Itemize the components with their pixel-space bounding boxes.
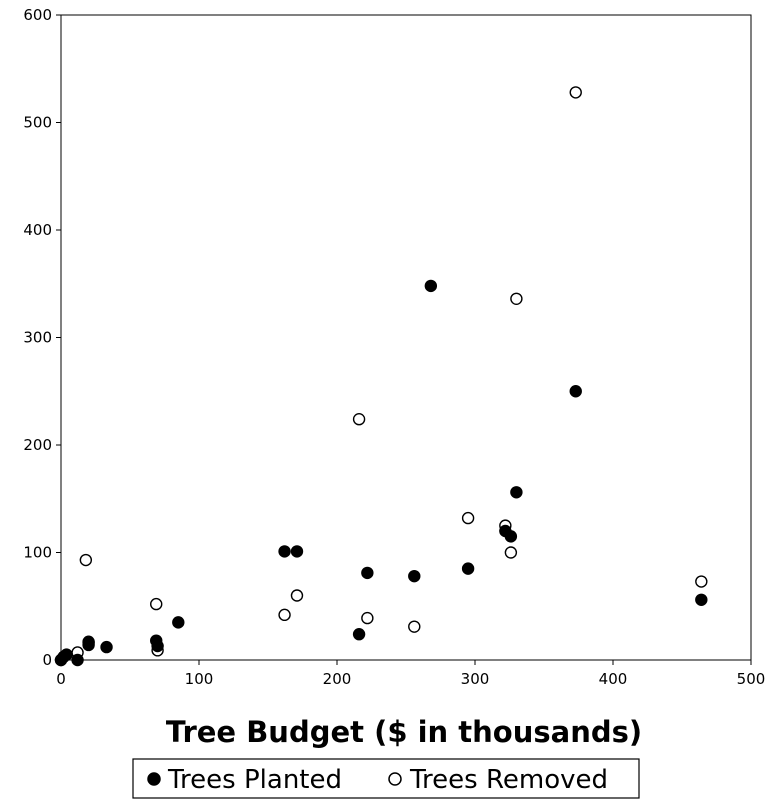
- plot-area: [60, 14, 752, 661]
- point-trees-removed: [510, 292, 523, 305]
- x-tick-label: 200: [323, 670, 352, 688]
- y-tick-label: 600: [23, 6, 52, 24]
- point-trees-planted: [461, 562, 475, 575]
- y-tick-label: 200: [23, 436, 52, 454]
- point-trees-planted: [151, 639, 164, 653]
- point-trees-planted: [569, 385, 582, 398]
- legend-label-trees-removed: Trees Removed: [409, 765, 608, 795]
- point-trees-planted: [510, 486, 523, 499]
- point-trees-planted: [695, 593, 708, 606]
- point-trees-planted: [100, 640, 113, 654]
- point-trees-removed: [79, 553, 93, 567]
- x-axis-ticks: 0 100 200 300 400 500: [56, 660, 765, 688]
- point-trees-removed: [352, 413, 366, 426]
- point-trees-removed: [278, 608, 291, 622]
- point-trees-removed: [695, 575, 708, 588]
- point-trees-removed: [290, 589, 304, 602]
- point-trees-planted: [504, 530, 518, 543]
- legend-label-trees-planted: Trees Planted: [167, 765, 342, 795]
- y-tick-label: 100: [23, 544, 52, 562]
- point-trees-planted: [60, 648, 73, 661]
- y-tick-label: 500: [23, 114, 52, 132]
- point-trees-planted: [82, 636, 95, 649]
- point-trees-removed: [569, 86, 582, 99]
- point-trees-planted: [424, 279, 438, 293]
- x-tick-label: 500: [737, 670, 766, 688]
- point-trees-planted: [361, 566, 374, 580]
- x-tick-label: 300: [461, 670, 490, 688]
- point-trees-planted: [290, 545, 304, 558]
- point-trees-removed: [408, 620, 421, 633]
- legend-marker-trees-planted: [147, 772, 161, 786]
- point-trees-planted: [408, 569, 421, 583]
- legend-box: [132, 758, 640, 799]
- y-tick-label: 300: [23, 329, 52, 347]
- legend: Trees Planted Trees Removed: [132, 758, 640, 799]
- legend-marker-trees-removed: [388, 772, 402, 786]
- x-tick-label: 100: [185, 670, 214, 688]
- point-trees-removed: [504, 546, 518, 559]
- point-trees-planted: [172, 616, 185, 629]
- point-trees-removed: [361, 611, 374, 625]
- data-points: [54, 86, 708, 667]
- x-tick-label: 0: [56, 670, 66, 688]
- point-trees-planted: [71, 653, 84, 667]
- x-axis-label: Tree Budget ($ in thousands): [166, 715, 642, 749]
- x-tick-label: 400: [599, 670, 628, 688]
- point-trees-planted: [352, 628, 366, 641]
- y-tick-label: 0: [42, 651, 52, 669]
- y-axis-ticks: 0 100 200 300 400 500 600: [23, 6, 61, 669]
- point-trees-removed: [150, 597, 163, 611]
- point-trees-planted: [278, 545, 291, 558]
- point-trees-removed: [461, 511, 475, 525]
- y-tick-label: 400: [23, 221, 52, 239]
